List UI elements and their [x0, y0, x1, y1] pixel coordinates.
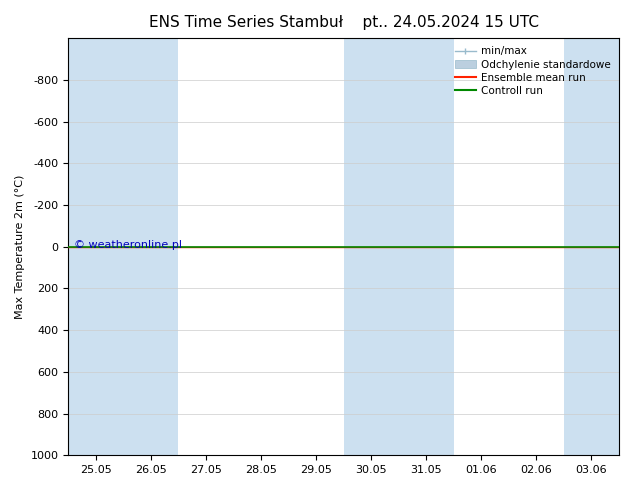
Bar: [564, 38, 619, 455]
Bar: [124, 38, 178, 455]
Y-axis label: Max Temperature 2m (°C): Max Temperature 2m (°C): [15, 174, 25, 319]
Title: ENS Time Series Stambuł    pt.. 24.05.2024 15 UTC: ENS Time Series Stambuł pt.. 24.05.2024 …: [148, 15, 539, 30]
Bar: [399, 38, 454, 455]
Legend: min/max, Odchylenie standardowe, Ensemble mean run, Controll run: min/max, Odchylenie standardowe, Ensembl…: [452, 43, 614, 99]
Bar: [344, 38, 399, 455]
Text: © weatheronline.pl: © weatheronline.pl: [74, 240, 182, 249]
Bar: [68, 38, 124, 455]
